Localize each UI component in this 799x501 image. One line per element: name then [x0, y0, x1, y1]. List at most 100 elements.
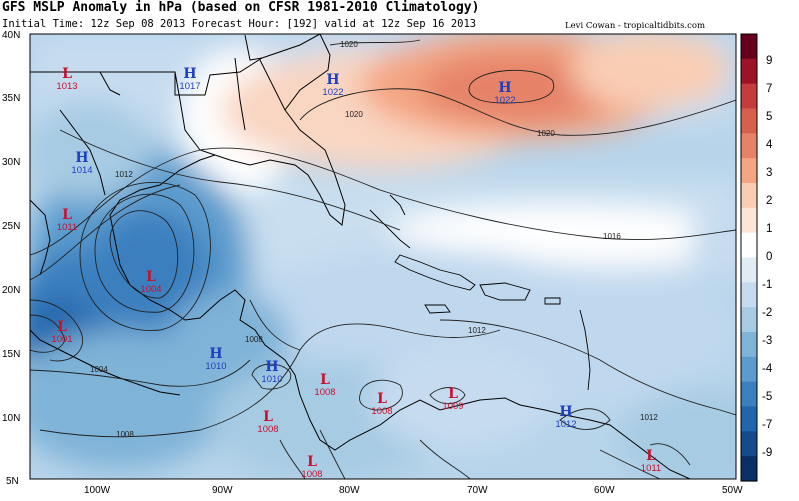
colorbar-swatch [741, 356, 757, 383]
map-title: GFS MSLP Anomaly in hPa (based on CFSR 1… [2, 0, 480, 15]
isobar-label: 1008 [116, 430, 134, 439]
colorbar-swatch [741, 406, 757, 432]
colorbar-labels: 9 7 5 4 3 2 1 0 -1 -2 -3 -4 -5 -7 -9 [762, 55, 773, 459]
colorbar-label: -9 [762, 447, 772, 459]
central-pressure-value: 1008 [301, 469, 322, 480]
map-subtitle: Initial Time: 12z Sep 08 2013 Forecast H… [2, 18, 477, 30]
isobar-label: 1004 [90, 365, 108, 374]
lat-label: 5N [6, 476, 19, 487]
lon-label: 100W [84, 485, 111, 496]
low-pressure-marker: L [263, 409, 273, 425]
colorbar-label: 0 [766, 251, 772, 263]
colorbar-swatch [741, 34, 757, 60]
lon-label: 70W [467, 485, 488, 496]
central-pressure-value: 1011 [641, 463, 661, 474]
colorbar-label: 5 [766, 111, 772, 123]
longitude-labels: 100W 90W 80W 70W 60W 50W [84, 485, 743, 496]
colorbar [741, 34, 757, 482]
lon-label: 60W [594, 485, 615, 496]
lat-label: 40N [2, 30, 20, 41]
central-pressure-value: 1001 [51, 334, 72, 345]
map-frame [29, 33, 737, 480]
colorbar-label: 1 [766, 223, 772, 235]
lon-label: 50W [722, 485, 743, 496]
isobar-label: 1012 [640, 413, 658, 422]
islands [369, 194, 591, 391]
map-credit: Levi Cowan - tropicaltidbits.com [565, 21, 706, 31]
colorbar-swatch [741, 431, 757, 457]
lon-label: 80W [339, 485, 360, 496]
low-pressure-marker: L [307, 454, 317, 470]
central-pressure-value: 1008 [257, 424, 278, 435]
colorbar-label: 2 [766, 195, 772, 207]
anomaly-field: 1020 1020 1020 1016 1012 1012 1012 1008 … [30, 34, 736, 479]
isobar-label: 1020 [537, 129, 555, 138]
low-pressure-marker: L [320, 372, 330, 388]
colorbar-swatch [741, 183, 757, 209]
high-pressure-marker: H [265, 359, 278, 375]
colorbar-label: -2 [762, 307, 772, 319]
central-pressure-value: 1010 [205, 361, 226, 372]
colorbar-label: -5 [762, 391, 772, 403]
low-pressure-marker: L [62, 66, 72, 82]
colorbar-label: 3 [766, 167, 772, 179]
central-pressure-value: 1010 [261, 374, 282, 385]
low-pressure-marker: L [377, 391, 387, 407]
colorbar-label: 4 [766, 139, 773, 151]
low-pressure-marker: L [448, 386, 458, 402]
colorbar-swatch [741, 158, 757, 184]
isobar-label: 1008 [245, 335, 263, 344]
colorbar-label: -7 [762, 419, 772, 431]
colorbar-label: -3 [762, 335, 772, 347]
isobar-label: 1012 [115, 170, 133, 179]
low-pressure-marker: L [646, 448, 656, 464]
high-pressure-marker: H [209, 346, 222, 362]
colorbar-swatch [741, 381, 757, 408]
isobar-labels: 1020 1020 1020 1016 1012 1012 1012 1008 … [90, 40, 658, 439]
isobar-label: 1016 [603, 232, 621, 241]
isobar-label: 1012 [468, 326, 486, 335]
high-pressure-marker: H [326, 72, 339, 88]
high-pressure-marker: H [498, 80, 511, 96]
central-pressure-value: 1017 [179, 81, 200, 92]
high-pressure-marker: H [75, 150, 88, 166]
colorbar-swatch [741, 207, 757, 234]
central-pressure-value: 1008 [314, 387, 335, 398]
lat-label: 15N [2, 349, 20, 360]
colorbar-frame [740, 33, 758, 482]
lat-label: 35N [2, 93, 20, 104]
colorbar-label: -4 [762, 363, 773, 375]
central-pressure-value: 1022 [322, 87, 343, 98]
isobars [30, 39, 736, 479]
coastlines [30, 34, 691, 479]
low-pressure-marker: L [62, 207, 72, 223]
colorbar-label: 9 [766, 55, 772, 67]
lat-label: 30N [2, 157, 20, 168]
low-pressure-marker: L [146, 269, 156, 285]
colorbar-swatch [741, 108, 757, 134]
colorbar-swatch [741, 456, 757, 482]
lat-label: 10N [2, 413, 20, 424]
central-pressure-value: 1004 [140, 284, 161, 295]
colorbar-label: 7 [766, 83, 772, 95]
isobar-label: 1020 [340, 40, 358, 49]
colorbar-swatch [741, 133, 757, 159]
lon-label: 90W [212, 485, 233, 496]
central-pressure-value: 1012 [555, 419, 576, 430]
central-pressure-value: 1009 [442, 401, 463, 412]
high-pressure-marker: H [183, 66, 196, 82]
colorbar-swatch [741, 257, 757, 283]
central-pressure-value: 1011 [57, 222, 77, 233]
central-pressure-value: 1022 [494, 95, 515, 106]
colorbar-swatch [741, 58, 757, 85]
central-pressure-value: 1008 [371, 406, 392, 417]
isobar-label: 1020 [345, 110, 363, 119]
colorbar-swatch [741, 232, 757, 259]
central-pressure-value: 1014 [71, 165, 92, 176]
colorbar-swatch [741, 332, 757, 358]
colorbar-label: -1 [762, 279, 772, 291]
lat-label: 20N [2, 285, 20, 296]
colorbar-swatch [741, 83, 757, 110]
